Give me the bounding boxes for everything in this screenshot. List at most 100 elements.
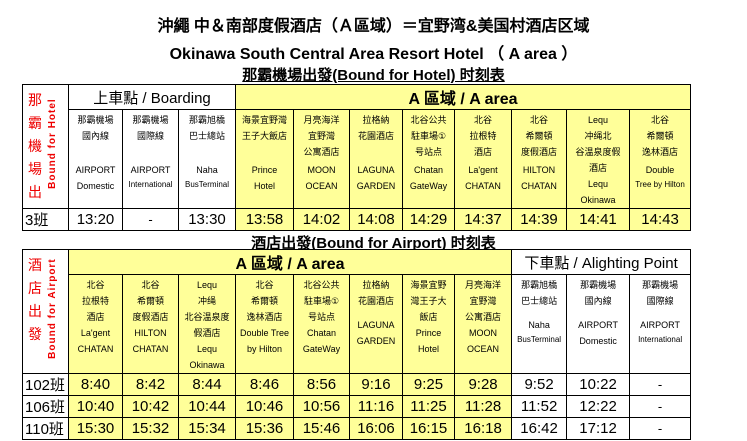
stop-name-en: OCEAN <box>467 344 500 354</box>
time-cell: 11:25 <box>402 395 455 418</box>
stop-name-en: MOON <box>307 165 336 175</box>
time-cell: - <box>122 208 179 231</box>
stop-name-en: GateWay <box>302 344 341 354</box>
stop-cell: 那霸旭橋 巴士總站 Naha BusTerminal <box>511 274 568 374</box>
time-cell: 8:40 <box>68 373 123 396</box>
stop-name-en: HILTON <box>134 328 167 338</box>
stop-name-en: AIRPORT <box>130 165 171 175</box>
stop-name-en: La'gent <box>80 328 111 338</box>
time-cell: 14:02 <box>293 208 350 231</box>
stop-cell: 那霸機場 國際線 AIRPORT International <box>629 274 692 374</box>
stop-name-en: GateWay <box>409 181 448 191</box>
to-hotel-timetable: 那霸機場出發 Bound for Hotel 上車點 / Boarding A … <box>22 84 692 231</box>
time-cell: 16:15 <box>402 417 455 440</box>
stop-name-cn: 北谷 拉根特 酒店 <box>469 115 497 157</box>
stop-name-en: CHATAN <box>77 344 114 354</box>
stop-name-en: Double <box>645 165 675 175</box>
time-cell: 16:42 <box>511 417 568 440</box>
stop-cell: 月亮海洋 宜野灣 公寓酒店 MOON OCEAN <box>293 109 350 209</box>
stop-name-en: OCEAN <box>305 181 338 191</box>
time-cell: 14:43 <box>628 208 692 231</box>
table-row: 3班 13:20-13:30 13:58 14:02 14:08 14:29 14:37 14… <box>22 208 692 231</box>
stop-name-en: by Hilton <box>246 344 282 354</box>
stop-name-cn: 北谷 希爾頓 度假酒店 <box>132 280 169 322</box>
time-cell: 11:16 <box>349 395 403 418</box>
time-cell: 16:18 <box>453 417 513 440</box>
time-cell: 10:56 <box>293 395 350 418</box>
alighting-header: 下車點 / Alighting Point <box>511 249 692 275</box>
stop-name-en: Hotel <box>417 344 439 354</box>
time-cell: 15:46 <box>293 417 350 440</box>
stop-name-en: Prince <box>415 328 442 338</box>
stop-name-en: International <box>128 180 173 189</box>
stop-cell: 北谷 希爾頓 逸林酒店 Double Tree by Hilton <box>628 109 692 209</box>
stop-name-en: International <box>638 335 683 344</box>
stop-cell: 北谷 希爾頓 逸林酒店 Double Tree by Hilton <box>235 274 294 374</box>
time-cell: - <box>629 395 692 418</box>
stop-cell: 拉格納 花園酒店 LAGUNA GARDEN <box>349 274 403 374</box>
stop-cell: 那霸機場 國內線 AIRPORT Domestic <box>68 109 123 209</box>
stop-cell: 那霸旭橋 巴士總站 Naha BusTerminal <box>178 109 236 209</box>
stop-name-en: Okinawa <box>580 195 616 205</box>
time-cell: 16:06 <box>349 417 403 440</box>
side-label-cn: 那霸機場出發 <box>28 92 42 208</box>
stop-name-en: CHATAN <box>132 344 169 354</box>
stop-name-cn: 海景宜野灣 王子大飯店 <box>241 115 287 141</box>
to-airport-timetable: 酒店出發 Bound for Airport A 區域 / A area 下車點… <box>22 249 692 440</box>
time-cell: 8:42 <box>122 373 179 396</box>
time-cell: 15:36 <box>235 417 294 440</box>
stop-name-cn: 北谷公共 駐車場① 号站点 <box>303 280 340 322</box>
stop-name-cn: 北谷公共 駐車場① 号站点 <box>410 115 447 157</box>
time-cell: 14:29 <box>402 208 455 231</box>
time-cell: 14:41 <box>566 208 630 231</box>
to-airport-heading: 酒店出發(Bound for Airport) 时刻表 <box>251 235 496 252</box>
table-row: 102班 8:40 8:42 8:44 8:46 8:56 9:16 9:25 9:28 9:52… <box>22 373 692 396</box>
time-cell: 9:16 <box>349 373 403 396</box>
trip-label: 102班 <box>22 373 69 396</box>
stop-name-en: LAGUNA <box>357 320 395 330</box>
time-cell: 9:28 <box>453 373 513 396</box>
stop-name-en: Double Tree <box>239 328 290 338</box>
stop-cell: 北谷 希爾頓 度假酒店 HILTON CHATAN <box>511 109 567 209</box>
stop-name-cn: 拉格納 花園酒店 <box>357 115 394 141</box>
stop-cell: 月亮海洋 宜野灣 公寓酒店 MOON OCEAN <box>453 274 513 374</box>
time-cell: 13:20 <box>68 208 123 231</box>
stop-name-cn: 北谷 希爾頓 逸林酒店 <box>246 280 283 322</box>
time-cell: 14:37 <box>454 208 512 231</box>
time-cell: 15:34 <box>178 417 236 440</box>
stop-name-cn: 那霸旭橋 巴士總站 <box>188 115 225 141</box>
time-cell: 14:39 <box>511 208 567 231</box>
stop-name-cn: 那霸機場 國際線 <box>642 280 679 306</box>
table-row: 110班 15:30 15:32 15:34 15:36 15:46 16:06 16:15 1… <box>22 417 692 440</box>
time-cell: 12:22 <box>566 395 631 418</box>
time-cell: 10:22 <box>566 373 631 396</box>
stop-cell: 那霸機場 國內線 AIRPORT Domestic <box>566 274 631 374</box>
side-label-cn: 酒店出發 <box>28 257 42 342</box>
stop-cell: 北谷 拉根特 酒店 La'gent CHATAN <box>454 109 512 209</box>
trip-label: 110班 <box>22 417 69 440</box>
stop-cell: 北谷公共 駐車場① 号站点 Chatan GateWay <box>402 109 455 209</box>
stop-cell: 拉格納 花園酒店 LAGUNA GARDEN <box>349 109 403 209</box>
stop-name-en: Naha <box>528 320 550 330</box>
stop-name-cn: 那霸機場 國內線 <box>580 280 617 306</box>
stop-name-en: LAGUNA <box>357 165 395 175</box>
stop-name-en: AIRPORT <box>578 320 618 330</box>
stop-name-en: GARDEN <box>356 181 396 191</box>
time-cell: - <box>629 373 692 396</box>
time-cell: 10:42 <box>122 395 179 418</box>
time-cell: 13:58 <box>235 208 294 231</box>
to-hotel-heading: 那霸機場出發(Bound for Hotel) 时刻表 <box>242 67 505 84</box>
stop-name-en: GARDEN <box>356 336 396 346</box>
stop-name-cn: Lequ 冲绳北 谷温泉度假 酒店 <box>575 115 621 173</box>
stop-cell: 北谷公共 駐車場① 号站点 Chatan GateWay <box>293 274 350 374</box>
stop-name-en: CHATAN <box>465 181 501 191</box>
to-hotel-side-label: 那霸機場出發 Bound for Hotel <box>22 84 69 209</box>
stop-cell: 北谷 希爾頓 度假酒店 HILTON CHATAN <box>122 274 179 374</box>
time-cell: 11:52 <box>511 395 568 418</box>
title-cn: 沖繩 中＆南部度假酒店（Ａ區域）＝宜野湾&美国村酒店区域 <box>157 18 590 35</box>
stop-name-cn: 北谷 希爾頓 度假酒店 <box>520 115 557 157</box>
stop-name-en: AIRPORT <box>75 165 116 175</box>
area-header: A 區域 / A area <box>234 84 692 110</box>
stop-name-en: La'gent <box>468 165 498 175</box>
stop-name-en: Prince <box>251 165 278 175</box>
